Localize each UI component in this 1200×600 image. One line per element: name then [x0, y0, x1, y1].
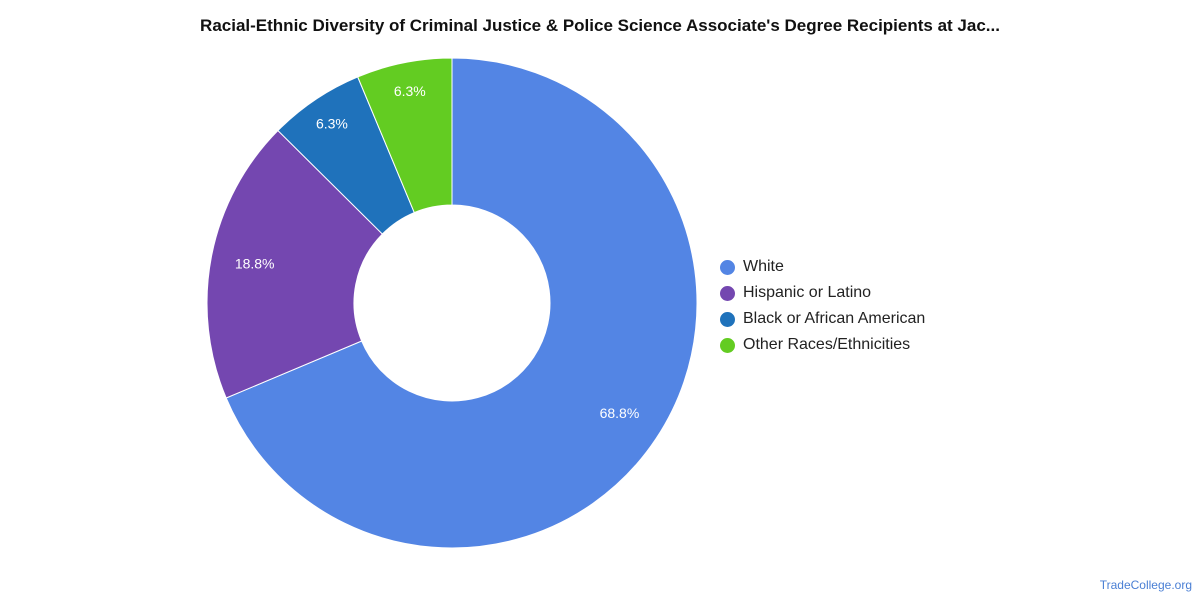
slice-other[interactable]: [357, 57, 453, 214]
legend-item-black[interactable]: Black or African American: [720, 306, 925, 332]
legend-label-hispanic: Hispanic or Latino: [743, 284, 872, 301]
legend-label-other: Other Races/Ethnicities: [743, 336, 911, 353]
legend-item-white[interactable]: White: [720, 254, 925, 280]
slice-label-other: 6.3%: [394, 83, 426, 99]
slice-label-hispanic: 18.8%: [235, 255, 275, 271]
legend: White Hispanic or Latino Black or Africa…: [720, 254, 925, 358]
legend-swatch-other: [720, 337, 735, 353]
legend-label-white: White: [743, 258, 784, 275]
legend-item-hispanic[interactable]: Hispanic or Latino: [720, 280, 925, 306]
slice-hispanic[interactable]: [206, 129, 384, 399]
chart-title: Racial-Ethnic Diversity of Criminal Just…: [200, 16, 1000, 35]
legend-label-black: Black or African American: [743, 310, 926, 327]
legend-swatch-black: [720, 311, 735, 327]
slice-white[interactable]: [225, 57, 698, 549]
slice-label-white: 68.8%: [600, 405, 640, 421]
slice-label-black: 6.3%: [316, 115, 348, 131]
legend-item-other[interactable]: Other Races/Ethnicities: [720, 332, 925, 358]
legend-swatch-hispanic: [720, 285, 735, 301]
legend-swatch-white: [720, 259, 735, 275]
source-credit-link[interactable]: TradeCollege.org: [1099, 578, 1192, 592]
